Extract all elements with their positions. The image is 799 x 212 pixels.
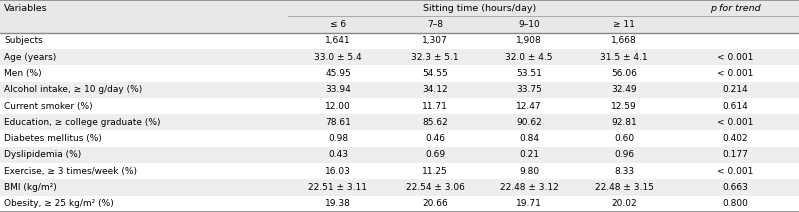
- Text: < 0.001: < 0.001: [718, 167, 753, 176]
- Text: 53.51: 53.51: [516, 69, 542, 78]
- Text: 34.12: 34.12: [422, 85, 447, 94]
- Text: 22.54 ± 3.06: 22.54 ± 3.06: [406, 183, 464, 192]
- Bar: [0, 33, 799, 49]
- Text: 22.48 ± 3.15: 22.48 ± 3.15: [594, 183, 654, 192]
- Text: 92.81: 92.81: [611, 118, 637, 127]
- Bar: [0, 82, 799, 98]
- Text: 78.61: 78.61: [325, 118, 351, 127]
- Text: Alcohol intake, ≥ 10 g/day (%): Alcohol intake, ≥ 10 g/day (%): [4, 85, 142, 94]
- Text: < 0.001: < 0.001: [718, 118, 753, 127]
- Text: 90.62: 90.62: [516, 118, 542, 127]
- Text: 7–8: 7–8: [427, 20, 443, 29]
- Text: Subjects: Subjects: [4, 36, 43, 45]
- Text: 20.66: 20.66: [422, 199, 448, 208]
- Text: 8.33: 8.33: [614, 167, 634, 176]
- Text: Dyslipidemia (%): Dyslipidemia (%): [4, 151, 81, 159]
- Text: 0.21: 0.21: [519, 151, 539, 159]
- Text: 32.49: 32.49: [611, 85, 637, 94]
- Bar: [0, 163, 799, 179]
- Text: p for trend: p for trend: [710, 4, 761, 13]
- Text: 56.06: 56.06: [611, 69, 637, 78]
- Text: 0.402: 0.402: [722, 134, 749, 143]
- Text: BMI (kg/m²): BMI (kg/m²): [4, 183, 57, 192]
- Text: 0.46: 0.46: [425, 134, 445, 143]
- Text: 0.177: 0.177: [722, 151, 749, 159]
- Text: 16.03: 16.03: [325, 167, 351, 176]
- Text: 20.02: 20.02: [611, 199, 637, 208]
- Text: 33.75: 33.75: [516, 85, 542, 94]
- Text: Variables: Variables: [4, 4, 48, 13]
- Text: 31.5 ± 4.1: 31.5 ± 4.1: [600, 53, 648, 61]
- Text: 19.71: 19.71: [516, 199, 542, 208]
- Text: 22.51 ± 3.11: 22.51 ± 3.11: [308, 183, 368, 192]
- Text: 33.0 ± 5.4: 33.0 ± 5.4: [314, 53, 362, 61]
- Bar: [0, 114, 799, 130]
- Text: Diabetes mellitus (%): Diabetes mellitus (%): [4, 134, 102, 143]
- Text: 9.80: 9.80: [519, 167, 539, 176]
- Text: 32.3 ± 5.1: 32.3 ± 5.1: [411, 53, 459, 61]
- Text: Age (years): Age (years): [4, 53, 56, 61]
- Text: 0.84: 0.84: [519, 134, 539, 143]
- Text: Sitting time (hours/day): Sitting time (hours/day): [423, 4, 537, 13]
- Text: 0.69: 0.69: [425, 151, 445, 159]
- Bar: [0, 98, 799, 114]
- Text: ≤ 6: ≤ 6: [330, 20, 346, 29]
- Text: Education, ≥ college graduate (%): Education, ≥ college graduate (%): [4, 118, 161, 127]
- Bar: [0, 130, 799, 147]
- Text: Exercise, ≥ 3 times/week (%): Exercise, ≥ 3 times/week (%): [4, 167, 137, 176]
- Text: 19.38: 19.38: [325, 199, 351, 208]
- Text: 22.48 ± 3.12: 22.48 ± 3.12: [499, 183, 559, 192]
- Text: 0.98: 0.98: [328, 134, 348, 143]
- Bar: [0, 49, 799, 65]
- Text: 32.0 ± 4.5: 32.0 ± 4.5: [505, 53, 553, 61]
- Text: 0.663: 0.663: [722, 183, 749, 192]
- Bar: [0, 196, 799, 212]
- Text: 12.00: 12.00: [325, 102, 351, 110]
- Text: < 0.001: < 0.001: [718, 69, 753, 78]
- Text: 9–10: 9–10: [518, 20, 540, 29]
- Text: 0.214: 0.214: [722, 85, 749, 94]
- Text: 1,641: 1,641: [325, 36, 351, 45]
- Text: 54.55: 54.55: [422, 69, 448, 78]
- Bar: [0, 65, 799, 82]
- Text: 0.43: 0.43: [328, 151, 348, 159]
- Text: 45.95: 45.95: [325, 69, 351, 78]
- Text: 33.94: 33.94: [325, 85, 351, 94]
- Bar: [0, 179, 799, 196]
- Text: Obesity, ≥ 25 kg/m² (%): Obesity, ≥ 25 kg/m² (%): [4, 199, 113, 208]
- Text: 12.59: 12.59: [611, 102, 637, 110]
- Text: Men (%): Men (%): [4, 69, 42, 78]
- Text: 0.614: 0.614: [722, 102, 749, 110]
- Text: 11.71: 11.71: [422, 102, 448, 110]
- Bar: [0, 0, 799, 16]
- Text: 1,668: 1,668: [611, 36, 637, 45]
- Text: ≥ 11: ≥ 11: [613, 20, 635, 29]
- Text: < 0.001: < 0.001: [718, 53, 753, 61]
- Text: Current smoker (%): Current smoker (%): [4, 102, 93, 110]
- Text: 0.96: 0.96: [614, 151, 634, 159]
- Text: 0.800: 0.800: [722, 199, 749, 208]
- Text: 1,908: 1,908: [516, 36, 542, 45]
- Text: 1,307: 1,307: [422, 36, 448, 45]
- Text: 0.60: 0.60: [614, 134, 634, 143]
- Text: 85.62: 85.62: [422, 118, 448, 127]
- Text: 11.25: 11.25: [422, 167, 448, 176]
- Text: 12.47: 12.47: [516, 102, 542, 110]
- Bar: [0, 16, 799, 33]
- Bar: [0, 147, 799, 163]
